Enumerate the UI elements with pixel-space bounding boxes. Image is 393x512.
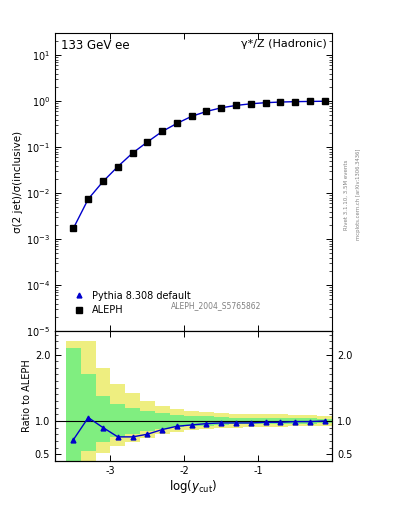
Pythia 8.308 default <box>130 150 135 156</box>
Pythia 8.308 default <box>248 101 253 107</box>
Pythia 8.308 default <box>71 225 76 231</box>
ALEPH <box>278 99 283 105</box>
Legend: Pythia 8.308 default, ALEPH: Pythia 8.308 default, ALEPH <box>66 287 195 319</box>
Pythia 8.308 default <box>219 105 224 111</box>
ALEPH <box>308 98 312 104</box>
Pythia 8.308 default <box>160 129 165 135</box>
ALEPH <box>293 99 298 105</box>
Pythia 8.308 default <box>174 120 179 126</box>
Pythia 8.308 default <box>322 98 327 104</box>
ALEPH <box>219 105 224 111</box>
ALEPH <box>101 178 105 184</box>
Pythia 8.308 default <box>116 163 120 169</box>
ALEPH <box>248 101 253 107</box>
Pythia 8.308 default <box>263 100 268 106</box>
ALEPH <box>204 109 209 115</box>
Text: ALEPH_2004_S5765862: ALEPH_2004_S5765862 <box>171 302 261 310</box>
Pythia 8.308 default <box>278 99 283 105</box>
Pythia 8.308 default <box>101 178 105 184</box>
ALEPH <box>116 163 120 169</box>
Pythia 8.308 default <box>189 113 194 119</box>
Text: Rivet 3.1.10, 3.5M events: Rivet 3.1.10, 3.5M events <box>344 159 349 230</box>
ALEPH <box>71 225 76 231</box>
ALEPH <box>234 102 239 109</box>
Pythia 8.308 default <box>86 196 91 202</box>
ALEPH <box>189 113 194 119</box>
Pythia 8.308 default <box>293 99 298 105</box>
ALEPH <box>86 196 91 202</box>
Line: Pythia 8.308 default: Pythia 8.308 default <box>71 99 327 230</box>
Pythia 8.308 default <box>204 109 209 115</box>
Text: mcplots.cern.ch [arXiv:1306.3436]: mcplots.cern.ch [arXiv:1306.3436] <box>356 149 361 240</box>
X-axis label: $\log(y_{\rm cut})$: $\log(y_{\rm cut})$ <box>169 478 218 496</box>
ALEPH <box>322 98 327 104</box>
ALEPH <box>263 100 268 106</box>
ALEPH <box>174 120 179 126</box>
Text: γ*/Z (Hadronic): γ*/Z (Hadronic) <box>241 39 327 49</box>
Pythia 8.308 default <box>234 102 239 109</box>
Text: 133 GeV ee: 133 GeV ee <box>61 39 129 52</box>
ALEPH <box>160 129 165 135</box>
Pythia 8.308 default <box>308 98 312 104</box>
Y-axis label: σ(2 jet)/σ(inclusive): σ(2 jet)/σ(inclusive) <box>13 131 23 233</box>
Pythia 8.308 default <box>145 139 150 145</box>
Y-axis label: Ratio to ALEPH: Ratio to ALEPH <box>22 359 32 433</box>
Line: ALEPH: ALEPH <box>70 98 328 231</box>
ALEPH <box>145 139 150 145</box>
ALEPH <box>130 150 135 156</box>
